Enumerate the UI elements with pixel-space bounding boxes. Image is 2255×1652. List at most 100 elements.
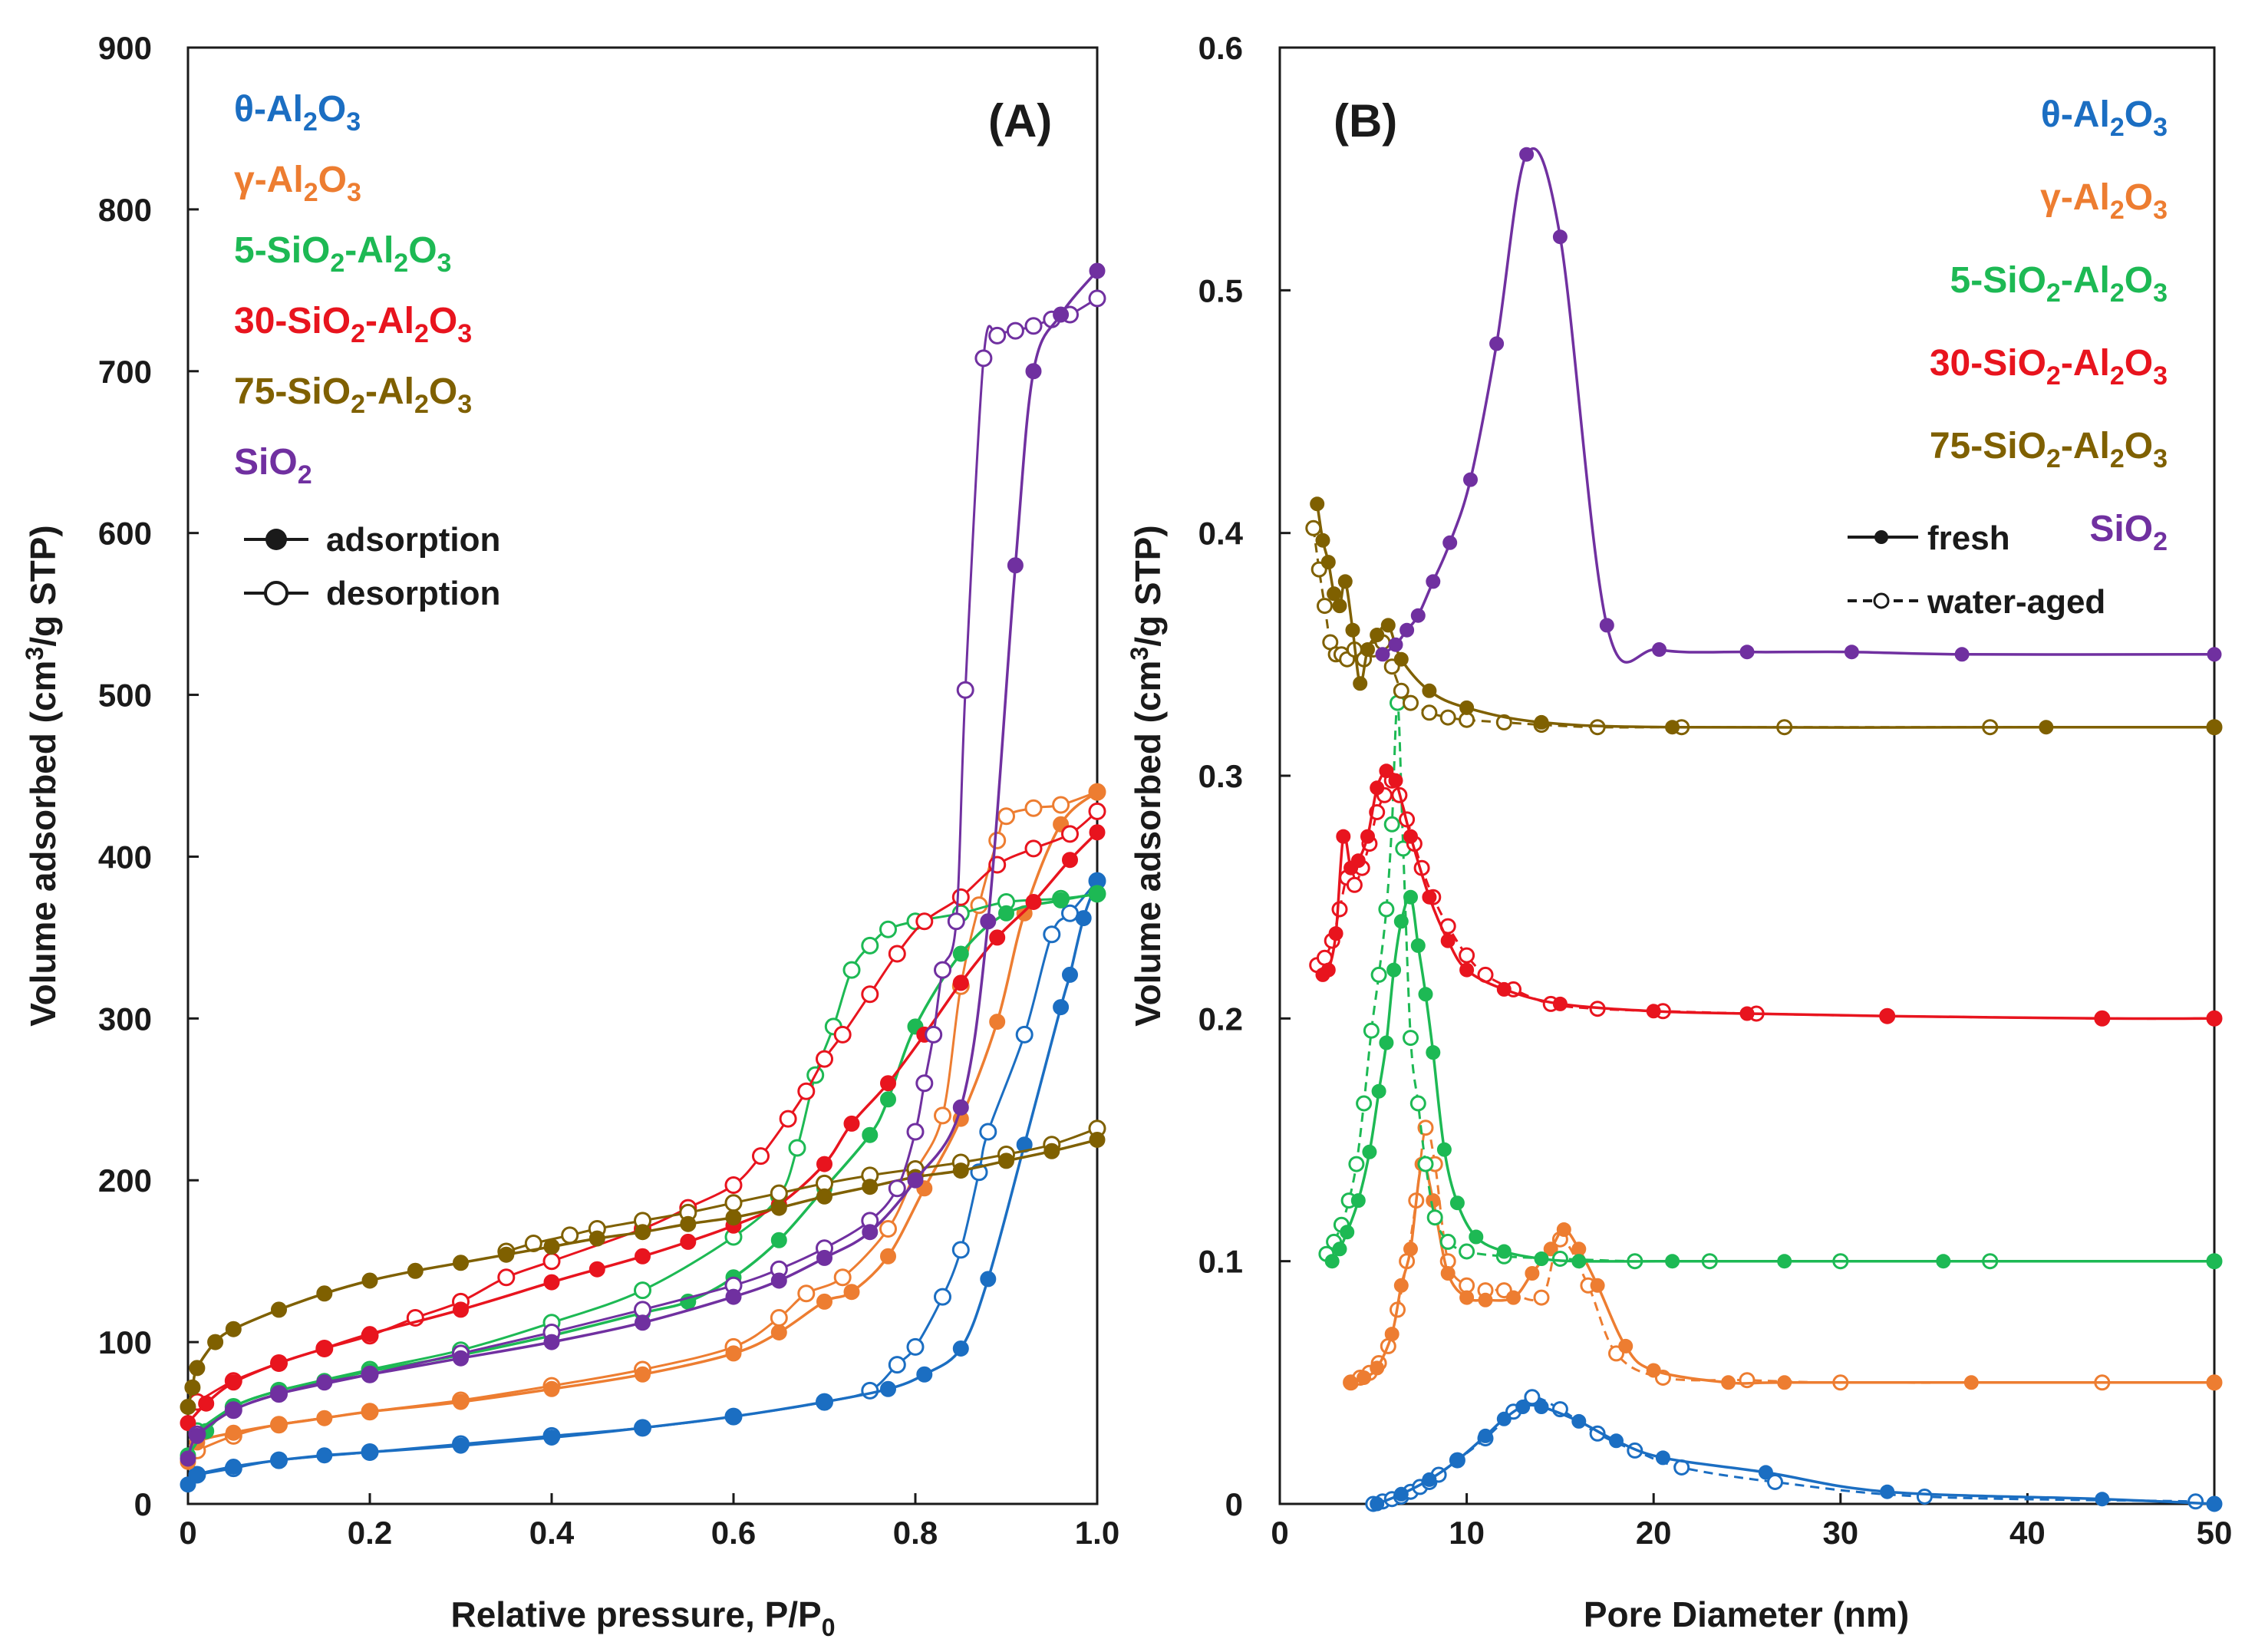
- panel-a-x-axis-title: Relative pressure, P/P0: [450, 1594, 835, 1641]
- legend-entry-30-sio2-al2o3: 30-SiO2-Al2O3: [1930, 343, 2168, 391]
- data-point-5-sio2-al2o3-fresh: [1469, 1229, 1484, 1245]
- panel-a-y-axis-title: Volume adsorbed (cm3/g STP): [21, 525, 63, 1026]
- data-point--al2o3-fresh: [1343, 1375, 1359, 1390]
- data-point-sio2-adsorption: [770, 1272, 787, 1289]
- data-point-sio2-desorption: [925, 1025, 943, 1044]
- data-point-5-sio2-al2o3-fresh: [1665, 1254, 1680, 1269]
- panel-b-x-tick-label: 0: [1271, 1515, 1288, 1551]
- panel-a-ticks: 0 0.2 0.4 0.6 0.8 1.0 0 100 200 300 400 500 600 700 80…: [98, 30, 1119, 1551]
- data-point-5-sio2-al2o3-desorption: [879, 920, 897, 938]
- data-point--al2o3-adsorption: [225, 1459, 242, 1475]
- panel-b-y-axis-title: Volume adsorbed (cm3/g STP): [1126, 525, 1168, 1026]
- panel-b-x-axis-title: Pore Diameter (nm): [1584, 1594, 1909, 1634]
- data-point-5-sio2-al2o3-fresh: [1350, 1193, 1366, 1208]
- data-point--al2o3-fresh: [2207, 1375, 2222, 1390]
- panel-b-ticks: 0 10 20 30 40 50 0 0.1 0.2 0.3 0.4 0.5 0.6: [1198, 30, 2233, 1551]
- panel-b-legend: θ-Al2O3 γ-Al2O3 5-SiO2-Al2O3 30-SiO2-Al2O3 7…: [1930, 94, 2168, 556]
- legend-entry--al2o3: γ-Al2O3: [234, 160, 361, 207]
- data-point-75-sio2-al2o3-fresh: [1320, 555, 1336, 570]
- series-line-30-sio2-al2o3-adsorption: [186, 831, 1099, 1424]
- data-point-sio2-adsorption: [1025, 363, 1042, 380]
- data-point--al2o3-fresh: [1478, 1428, 1493, 1443]
- data-point-30-sio2-al2o3-desorption: [797, 1082, 816, 1100]
- data-point-75-sio2-al2o3-fresh: [1380, 618, 1396, 633]
- data-point-5-sio2-al2o3-aged: [1551, 1251, 1568, 1267]
- data-point-75-sio2-al2o3-aged: [1421, 704, 1438, 721]
- data-point-75-sio2-al2o3-fresh: [1360, 642, 1375, 657]
- data-point-30-sio2-al2o3-fresh: [1320, 962, 1336, 978]
- data-point--al2o3-adsorption: [880, 1248, 896, 1265]
- data-point--al2o3-adsorption: [725, 1345, 742, 1362]
- data-point-30-sio2-al2o3-aged: [1331, 901, 1348, 918]
- data-point--al2o3-fresh: [1449, 1453, 1465, 1468]
- data-point-30-sio2-al2o3-desorption: [1088, 802, 1106, 820]
- data-point-5-sio2-al2o3-adsorption: [862, 1126, 879, 1143]
- panel-a-x-axis-title-subscript: 0: [822, 1614, 836, 1641]
- data-point--al2o3-desorption: [1043, 925, 1061, 944]
- data-point--al2o3-adsorption: [543, 1380, 560, 1397]
- panel-b-y-tick-label: 0.3: [1198, 758, 1243, 794]
- data-point-75-sio2-al2o3-adsorption: [952, 1162, 969, 1179]
- data-point--al2o3-desorption: [934, 1106, 951, 1125]
- data-point-75-sio2-al2o3-adsorption: [680, 1215, 697, 1232]
- data-point--al2o3-adsorption: [453, 1393, 469, 1410]
- data-point-5-sio2-al2o3-aged: [1348, 1156, 1365, 1172]
- data-point--al2o3-adsorption: [980, 1271, 997, 1288]
- data-point-5-sio2-al2o3-fresh: [1332, 1241, 1347, 1257]
- data-point-sio2-adsorption: [1089, 262, 1106, 279]
- data-point-sio2-fresh: [2207, 647, 2222, 662]
- data-point-30-sio2-al2o3-adsorption: [271, 1355, 287, 1371]
- data-point-sio2-fresh: [1388, 637, 1403, 652]
- data-point--al2o3-adsorption: [952, 1340, 969, 1357]
- data-point-30-sio2-al2o3-fresh: [1496, 981, 1512, 997]
- panel-a-x-tick-label: 0.8: [893, 1515, 938, 1551]
- data-point-30-sio2-al2o3-desorption: [1061, 825, 1079, 843]
- data-point-5-sio2-al2o3-aged: [1370, 966, 1387, 983]
- data-point-75-sio2-al2o3-adsorption: [184, 1379, 201, 1396]
- data-point--al2o3-fresh: [1534, 1400, 1549, 1414]
- fresh-key-marker: [1874, 530, 1888, 544]
- panel-b-y-tick-label: 0.5: [1198, 272, 1243, 308]
- data-point-75-sio2-al2o3-fresh: [1459, 700, 1475, 715]
- panel-a-x-tick-label: 0.4: [529, 1515, 575, 1551]
- data-point-sio2-adsorption: [361, 1366, 378, 1383]
- data-point-75-sio2-al2o3-fresh: [1315, 533, 1330, 548]
- data-point-75-sio2-al2o3-fresh: [1665, 720, 1680, 735]
- panel-b-y-tick-label: 0: [1225, 1486, 1243, 1522]
- data-point-75-sio2-al2o3-adsorption: [498, 1246, 515, 1263]
- panel-b-x-tick-label: 30: [1822, 1515, 1858, 1551]
- data-point--al2o3-adsorption: [316, 1410, 333, 1426]
- data-point--al2o3-adsorption: [1062, 966, 1078, 983]
- data-point-30-sio2-al2o3-fresh: [1646, 1004, 1661, 1019]
- data-point-30-sio2-al2o3-desorption: [861, 985, 879, 1004]
- data-point-sio2-fresh: [1519, 147, 1535, 162]
- data-point-75-sio2-al2o3-adsorption: [725, 1209, 742, 1226]
- panel-a-y-tick-label: 800: [98, 192, 152, 228]
- data-point-75-sio2-al2o3-aged: [1317, 598, 1333, 615]
- data-point--al2o3-desorption: [1024, 799, 1043, 817]
- data-point-sio2-adsorption: [189, 1427, 206, 1444]
- data-point-75-sio2-al2o3-aged: [1403, 694, 1419, 711]
- data-point--al2o3-fresh: [1609, 1433, 1624, 1449]
- data-point--al2o3-aged: [2187, 1493, 2204, 1510]
- data-point--al2o3-fresh: [1422, 1472, 1437, 1487]
- data-point-sio2-fresh: [1552, 229, 1568, 245]
- data-point--al2o3-desorption: [861, 1381, 879, 1400]
- data-point-30-sio2-al2o3-fresh: [1388, 773, 1403, 788]
- data-point-sio2-adsorption: [816, 1249, 832, 1266]
- panel-a: 0 0.2 0.4 0.6 0.8 1.0 0 100 200 300 400 500 600 700 80…: [21, 30, 1119, 1641]
- data-point--al2o3-desorption: [1015, 1025, 1034, 1044]
- panel-b-y-tick-label: 0.2: [1198, 1001, 1243, 1037]
- panel-b-y-axis-title-main: Volume adsorbed (cm: [1128, 661, 1168, 1027]
- data-point-30-sio2-al2o3-adsorption: [843, 1115, 860, 1132]
- desorption-key-label: desorption: [326, 575, 500, 612]
- panel-b-line-key: fresh water-aged: [1848, 519, 2105, 621]
- data-point-75-sio2-al2o3-fresh: [1345, 622, 1360, 638]
- data-point-sio2-fresh: [1489, 336, 1505, 351]
- series-line-5-sio2-al2o3-desorption: [196, 892, 1098, 1433]
- data-point--al2o3-fresh: [1506, 1290, 1521, 1305]
- data-point-5-sio2-al2o3-aged: [1383, 816, 1400, 833]
- data-point-5-sio2-al2o3-desorption: [861, 936, 879, 955]
- data-point--al2o3-desorption: [1052, 796, 1070, 814]
- series-line--al2o3-adsorption: [186, 880, 1099, 1485]
